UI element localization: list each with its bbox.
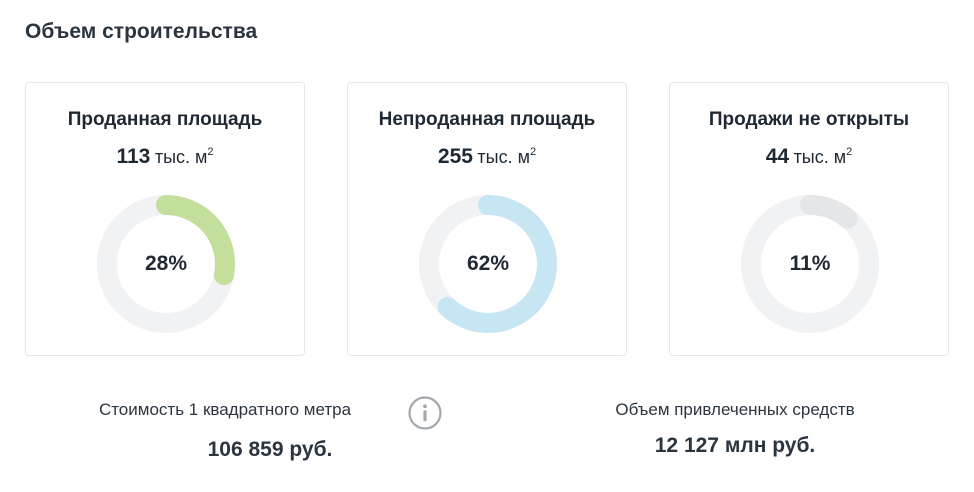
card-value: 255 тыс. м2: [348, 145, 626, 169]
price-value: 106 859 руб.: [207, 438, 333, 461]
funds-label: Объем привлеченных средств: [615, 400, 855, 419]
card-value: 44 тыс. м2: [670, 145, 948, 169]
area-number: 255: [437, 145, 473, 168]
donut-chart: 28%: [97, 195, 235, 333]
area-unit: тыс. м2: [477, 146, 537, 167]
percent-label: 11%: [789, 252, 831, 275]
card-title: Проданная площадь: [67, 109, 263, 130]
area-number: 44: [765, 145, 790, 168]
percent-label: 62%: [466, 252, 510, 275]
price-label: Стоимость 1 квадратного метра: [98, 400, 352, 419]
card-title: Непроданная площадь: [378, 109, 596, 130]
card-sales-not-open: Продажи не открыты 44 тыс. м2 11%: [669, 82, 949, 356]
donut-chart: 62%: [419, 195, 557, 333]
card-value: 113 тыс. м2: [26, 145, 304, 169]
price-per-sqm: Стоимость 1 квадратного метра 106 859 ру…: [60, 400, 390, 462]
area-unit: тыс. м2: [793, 146, 853, 167]
funds-value: 12 127 млн руб.: [654, 434, 816, 457]
donut-arc: [741, 195, 879, 333]
area-unit: тыс. м2: [154, 146, 214, 167]
info-icon-glyph: [408, 396, 442, 430]
info-icon[interactable]: [408, 396, 442, 430]
attracted-funds: Объем привлеченных средств 12 127 млн ру…: [575, 400, 895, 458]
card-sold-area: Проданная площадь 113 тыс. м2 28%: [25, 82, 305, 356]
card-title: Продажи не открыты: [708, 109, 910, 130]
section-title: Объем строительства: [25, 20, 258, 43]
percent-label: 28%: [144, 252, 188, 275]
donut-chart: 11%: [741, 195, 879, 333]
donut-arc: [419, 195, 557, 333]
donut-arc: [97, 195, 235, 333]
card-unsold-area: Непроданная площадь 255 тыс. м2 62%: [347, 82, 627, 356]
donut-svg: [741, 195, 879, 333]
donut-svg: [419, 195, 557, 333]
donut-svg: [97, 195, 235, 333]
area-number: 113: [116, 145, 151, 168]
